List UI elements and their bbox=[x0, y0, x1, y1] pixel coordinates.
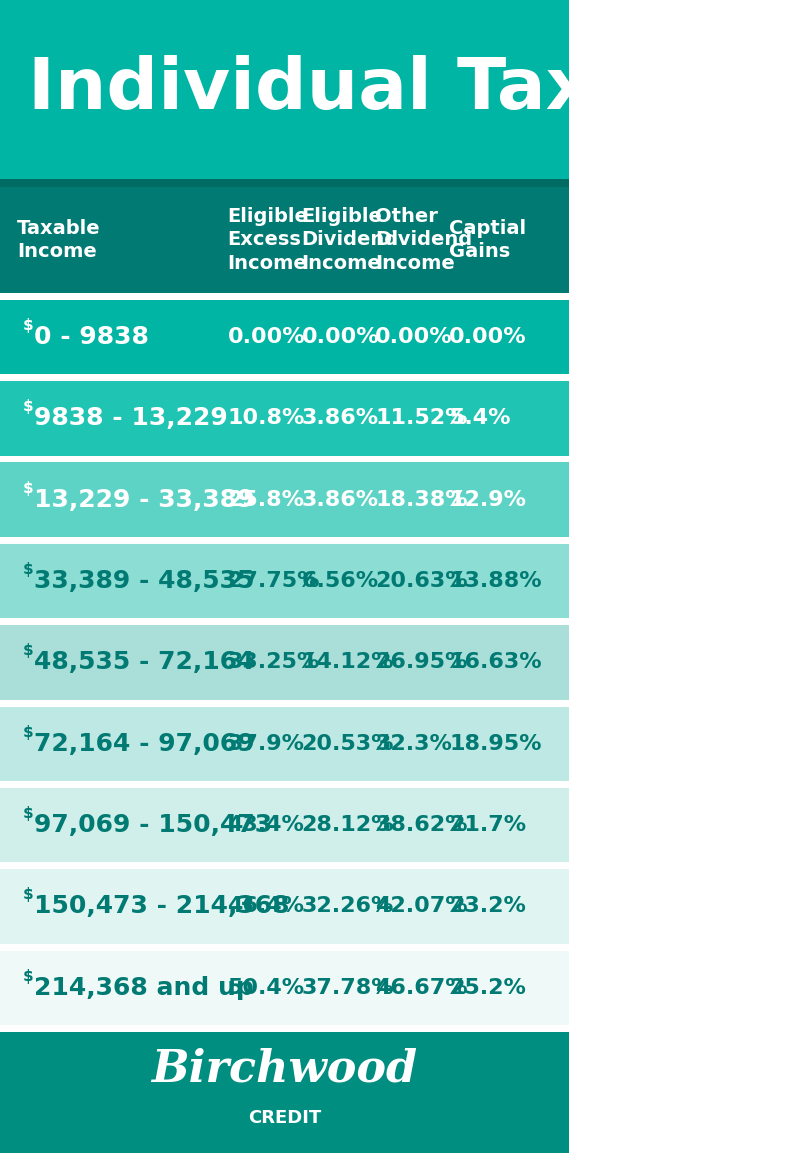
Text: Captial
Gains: Captial Gains bbox=[450, 219, 526, 261]
Text: 0.00%: 0.00% bbox=[375, 327, 453, 347]
FancyBboxPatch shape bbox=[0, 0, 569, 179]
FancyBboxPatch shape bbox=[0, 625, 569, 700]
Text: 27.75%: 27.75% bbox=[227, 571, 320, 591]
Text: 25.2%: 25.2% bbox=[450, 978, 526, 997]
Text: Individual Tax Rates: Individual Tax Rates bbox=[29, 55, 800, 123]
Text: 3.86%: 3.86% bbox=[302, 490, 378, 510]
Text: 0.00%: 0.00% bbox=[450, 327, 527, 347]
FancyBboxPatch shape bbox=[0, 1032, 569, 1153]
Text: $: $ bbox=[22, 399, 34, 414]
Text: 26.95%: 26.95% bbox=[375, 653, 468, 672]
Text: $: $ bbox=[22, 643, 34, 658]
Text: 0.00%: 0.00% bbox=[302, 327, 379, 347]
Text: Birchwood: Birchwood bbox=[151, 1048, 418, 1091]
Text: 97,069 - 150,473: 97,069 - 150,473 bbox=[34, 813, 272, 837]
FancyBboxPatch shape bbox=[0, 950, 569, 1025]
Text: 23.2%: 23.2% bbox=[450, 896, 526, 917]
Text: 46.4%: 46.4% bbox=[227, 896, 305, 917]
Text: 10.8%: 10.8% bbox=[227, 408, 305, 429]
Text: 13.88%: 13.88% bbox=[450, 571, 542, 591]
Text: 214,368 and up: 214,368 and up bbox=[34, 975, 254, 1000]
Text: 25.8%: 25.8% bbox=[227, 490, 305, 510]
Text: 13,229 - 33,389: 13,229 - 33,389 bbox=[34, 488, 254, 512]
FancyBboxPatch shape bbox=[0, 544, 569, 618]
FancyBboxPatch shape bbox=[0, 382, 569, 455]
Text: 50.4%: 50.4% bbox=[227, 978, 305, 997]
Text: 18.95%: 18.95% bbox=[450, 733, 542, 754]
Text: 42.07%: 42.07% bbox=[375, 896, 468, 917]
FancyBboxPatch shape bbox=[0, 869, 569, 943]
Text: 16.63%: 16.63% bbox=[450, 653, 542, 672]
Text: $: $ bbox=[22, 725, 34, 740]
Text: 32.3%: 32.3% bbox=[375, 733, 452, 754]
Text: 43.4%: 43.4% bbox=[227, 815, 304, 835]
Text: 12.9%: 12.9% bbox=[450, 490, 526, 510]
Text: 9838 - 13,229: 9838 - 13,229 bbox=[34, 406, 227, 430]
FancyBboxPatch shape bbox=[0, 787, 569, 862]
Text: $: $ bbox=[22, 888, 34, 903]
Text: 21.7%: 21.7% bbox=[450, 815, 526, 835]
Text: Eligible
Dividend
Income: Eligible Dividend Income bbox=[302, 206, 398, 273]
Text: 14.12%: 14.12% bbox=[302, 653, 394, 672]
FancyBboxPatch shape bbox=[0, 179, 569, 187]
FancyBboxPatch shape bbox=[0, 300, 569, 375]
Text: 32.26%: 32.26% bbox=[302, 896, 394, 917]
Text: 18.38%: 18.38% bbox=[375, 490, 468, 510]
Text: $: $ bbox=[22, 481, 34, 496]
Text: 11.52%: 11.52% bbox=[375, 408, 468, 429]
Text: 6.56%: 6.56% bbox=[302, 571, 378, 591]
FancyBboxPatch shape bbox=[0, 462, 569, 537]
Text: $: $ bbox=[22, 562, 34, 576]
Text: 20.63%: 20.63% bbox=[375, 571, 468, 591]
Text: 0 - 9838: 0 - 9838 bbox=[34, 325, 149, 349]
FancyBboxPatch shape bbox=[0, 707, 569, 781]
Text: Eligible
Excess
Income: Eligible Excess Income bbox=[227, 206, 308, 273]
Text: 46.67%: 46.67% bbox=[375, 978, 468, 997]
Text: 3.86%: 3.86% bbox=[302, 408, 378, 429]
FancyBboxPatch shape bbox=[0, 187, 569, 293]
Text: 150,473 - 214,368: 150,473 - 214,368 bbox=[34, 895, 289, 919]
Text: 37.9%: 37.9% bbox=[227, 733, 305, 754]
Text: $: $ bbox=[22, 969, 34, 984]
Text: 37.78%: 37.78% bbox=[302, 978, 394, 997]
Text: 28.12%: 28.12% bbox=[302, 815, 394, 835]
Text: 5.4%: 5.4% bbox=[450, 408, 511, 429]
Text: 48,535 - 72,164: 48,535 - 72,164 bbox=[34, 650, 254, 675]
Text: $: $ bbox=[22, 318, 34, 333]
Text: 38.62%: 38.62% bbox=[375, 815, 468, 835]
Text: 33,389 - 48,535: 33,389 - 48,535 bbox=[34, 570, 254, 593]
Text: 0.00%: 0.00% bbox=[227, 327, 305, 347]
Text: 20.53%: 20.53% bbox=[302, 733, 394, 754]
Text: CREDIT: CREDIT bbox=[248, 1109, 321, 1126]
Text: $: $ bbox=[22, 806, 34, 821]
Text: 72,164 - 97,069: 72,164 - 97,069 bbox=[34, 732, 254, 755]
Text: Taxable
Income: Taxable Income bbox=[17, 219, 101, 261]
Text: Other
Dividend
Income: Other Dividend Income bbox=[375, 206, 473, 273]
Text: 33.25%: 33.25% bbox=[227, 653, 320, 672]
